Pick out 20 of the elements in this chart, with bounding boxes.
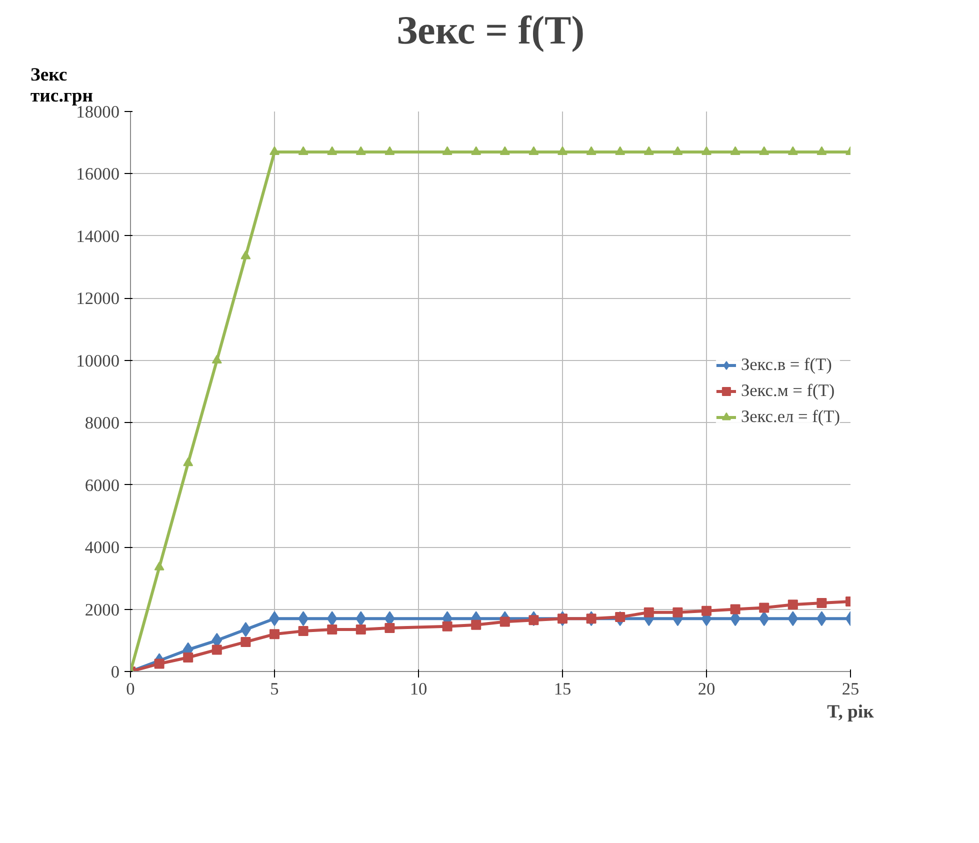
y-tick-label: 10000 [76,351,120,370]
y-tick-label: 0 [110,662,120,682]
y-tick-label: 6000 [84,476,120,495]
x-tick-label: 5 [270,680,279,698]
y-tick-label: 4000 [84,538,120,558]
x-tick-label: 15 [554,680,572,698]
x-tick-label: 25 [842,680,860,698]
y-tick-label: 12000 [76,289,120,308]
y-tick-label: 16000 [76,164,120,184]
y-tick-label: 8000 [84,414,120,433]
y-tick-label: 2000 [84,600,120,620]
x-tick-label: 0 [126,680,135,698]
legend-label: Зекс.м = f(T) [740,381,835,401]
y-tick-label: 14000 [76,226,120,246]
x-tick-label: 20 [698,680,716,698]
legend-label: Зекс.ел = f(T) [740,407,840,427]
x-axis-title: T, рік [827,702,874,722]
legend-label: Зекс.в = f(T) [740,355,832,375]
x-tick-label: 10 [410,680,428,698]
chart-title: Зекс = f(T) [396,8,585,52]
